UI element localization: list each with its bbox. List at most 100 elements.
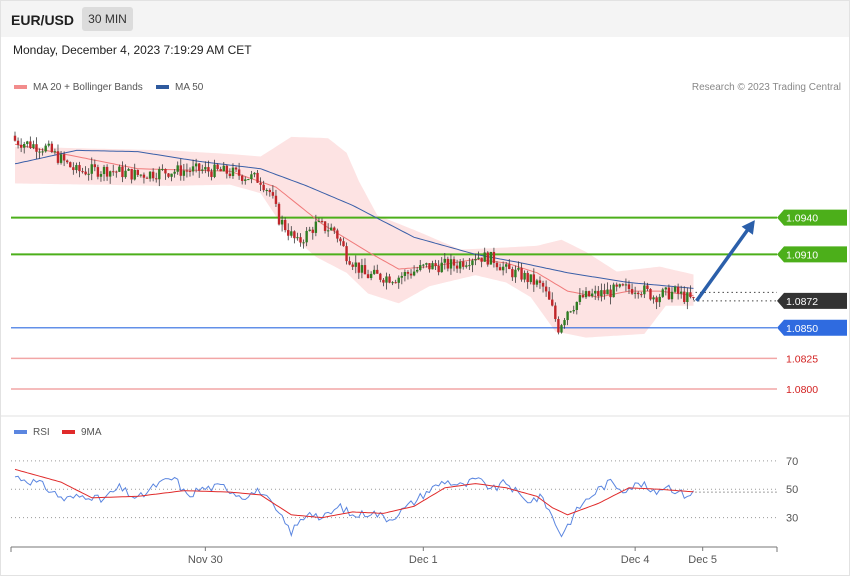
candle bbox=[480, 257, 483, 268]
candle bbox=[59, 150, 63, 165]
chart-datetime: Monday, December 4, 2023 7:19:29 AM CET bbox=[13, 43, 252, 57]
candle bbox=[262, 180, 265, 193]
candle bbox=[554, 302, 557, 322]
candle bbox=[296, 232, 299, 241]
candle bbox=[225, 164, 229, 179]
candle bbox=[594, 285, 597, 300]
candle bbox=[692, 296, 695, 300]
level-label: 1.0872 bbox=[786, 296, 818, 308]
level-label-box bbox=[777, 209, 847, 226]
x-tick-label: Dec 1 bbox=[409, 554, 438, 566]
candle bbox=[351, 262, 354, 271]
candle bbox=[161, 164, 164, 172]
candle bbox=[345, 242, 348, 265]
rsi-lines bbox=[14, 468, 694, 538]
candle bbox=[136, 169, 139, 177]
candle bbox=[501, 261, 505, 276]
candle bbox=[486, 251, 489, 267]
candle bbox=[311, 226, 314, 240]
ma20-legend-label: MA 20 + Bollinger Bands bbox=[33, 82, 143, 93]
candle bbox=[53, 148, 57, 155]
candle bbox=[578, 288, 582, 305]
candle bbox=[422, 263, 425, 269]
price-levels bbox=[11, 216, 777, 390]
rsi-tick-label: 30 bbox=[786, 513, 798, 525]
candle bbox=[538, 276, 542, 289]
candle bbox=[600, 283, 603, 302]
candle bbox=[308, 226, 311, 232]
candle bbox=[121, 161, 124, 183]
candle bbox=[118, 164, 121, 173]
candle bbox=[609, 284, 612, 305]
rsi-legend-swatch bbox=[14, 430, 27, 434]
candle bbox=[679, 285, 683, 299]
candle bbox=[379, 272, 382, 283]
level-label-box bbox=[777, 246, 847, 263]
timeframe-button[interactable]: 30 MIN bbox=[82, 7, 133, 31]
rsi-tick-label: 50 bbox=[786, 484, 798, 496]
candle bbox=[428, 263, 431, 273]
candle bbox=[667, 284, 671, 301]
candle bbox=[35, 137, 38, 159]
candle bbox=[489, 251, 493, 265]
candle bbox=[287, 223, 290, 241]
candle bbox=[93, 159, 97, 172]
candle bbox=[477, 251, 480, 260]
candle bbox=[247, 178, 250, 181]
candle bbox=[419, 259, 422, 272]
candle bbox=[535, 278, 539, 288]
candle bbox=[317, 217, 321, 223]
ma20-legend-swatch bbox=[14, 85, 27, 89]
candle bbox=[673, 285, 677, 294]
candle bbox=[372, 265, 376, 275]
target-arrow bbox=[695, 220, 755, 302]
candle bbox=[357, 262, 361, 279]
candle bbox=[455, 259, 459, 273]
candle bbox=[124, 164, 127, 179]
candle bbox=[108, 170, 112, 184]
candle bbox=[391, 281, 394, 286]
symbol-title: EUR/USD bbox=[11, 12, 75, 28]
chart-header: EUR/USD 30 MIN bbox=[1, 1, 849, 37]
x-tick-label: Dec 4 bbox=[621, 554, 650, 566]
candle bbox=[320, 218, 324, 224]
candle bbox=[19, 138, 23, 153]
candle bbox=[376, 264, 379, 274]
candle bbox=[388, 273, 391, 284]
candle bbox=[148, 171, 152, 182]
candle bbox=[314, 214, 318, 237]
candle bbox=[23, 141, 26, 154]
candle bbox=[167, 172, 170, 179]
candle bbox=[102, 164, 106, 182]
candle bbox=[105, 164, 109, 181]
candle bbox=[618, 283, 621, 289]
candle bbox=[520, 262, 523, 282]
candle bbox=[268, 188, 272, 197]
candle bbox=[661, 287, 664, 298]
candle bbox=[575, 301, 579, 315]
candle bbox=[649, 288, 652, 301]
candle bbox=[348, 256, 351, 266]
candle bbox=[563, 318, 566, 329]
candle bbox=[44, 143, 47, 153]
candle bbox=[145, 176, 149, 179]
candle bbox=[158, 166, 161, 187]
candle bbox=[99, 171, 103, 182]
candle bbox=[354, 255, 357, 274]
level-label-box bbox=[777, 319, 847, 336]
candle bbox=[590, 288, 594, 298]
candle bbox=[652, 295, 655, 304]
candle bbox=[363, 258, 367, 275]
candle bbox=[112, 164, 115, 176]
candle bbox=[253, 172, 256, 178]
level-label: 1.0940 bbox=[786, 213, 818, 225]
candle bbox=[81, 167, 84, 174]
candle bbox=[336, 228, 339, 243]
candle bbox=[256, 170, 259, 183]
candle bbox=[50, 141, 54, 154]
candle bbox=[176, 161, 179, 175]
candle bbox=[492, 247, 496, 268]
candle bbox=[397, 275, 400, 289]
